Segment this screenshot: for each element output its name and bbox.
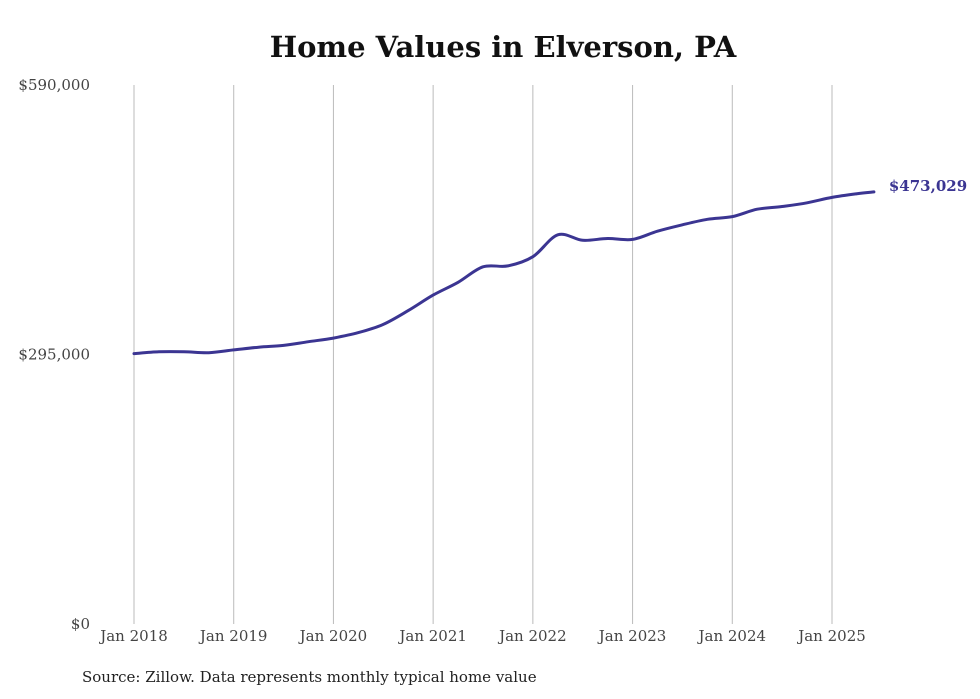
y-tick-label-2: $590,000 [18,76,90,94]
x-tick-label-2: Jan 2020 [298,627,368,645]
chart-title: Home Values in Elverson, PA [269,30,737,64]
x-tick-label-7: Jan 2025 [796,627,866,645]
x-tick-label-4: Jan 2022 [497,627,567,645]
y-tick-label-1: $295,000 [18,346,90,364]
y-tick-label-0: $0 [71,615,90,633]
x-tick-label-1: Jan 2019 [198,627,268,645]
series-line [132,190,876,356]
source-note: Source: Zillow. Data represents monthly … [82,668,537,686]
x-tick-label-5: Jan 2023 [597,627,667,645]
x-tick-label-0: Jan 2018 [98,627,168,645]
x-tick-label-3: Jan 2021 [397,627,467,645]
x-tick-label-6: Jan 2024 [697,627,767,645]
end-value-label: $473,029 [889,177,967,195]
